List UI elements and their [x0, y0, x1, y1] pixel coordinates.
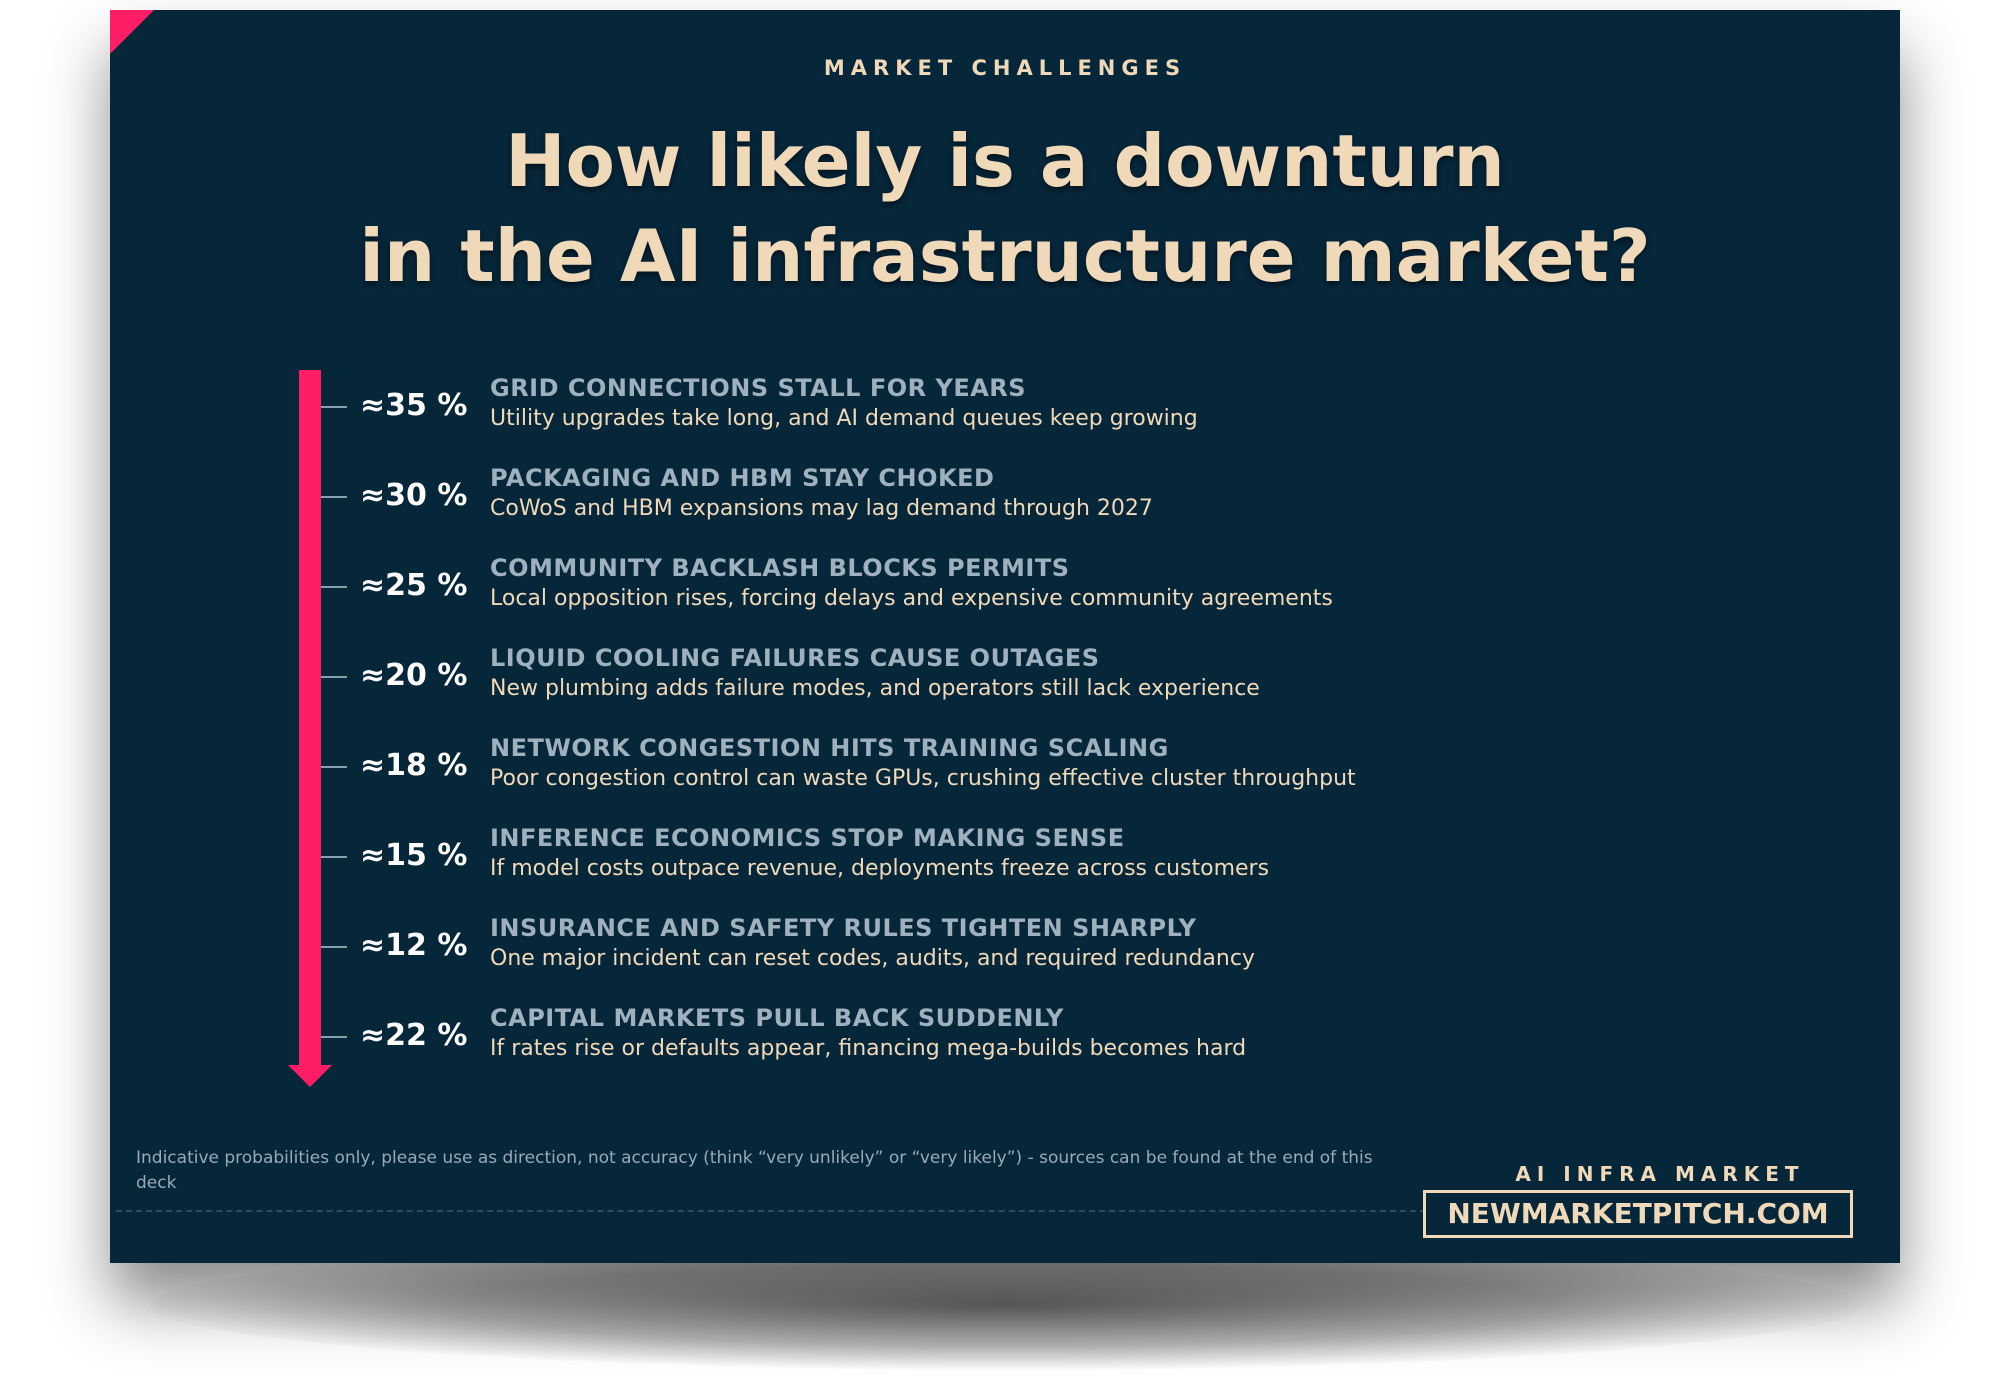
- risk-item: ≈25 % COMMUNITY BACKLASH BLOCKS PERMITS …: [110, 554, 1900, 640]
- risk-title: PACKAGING AND HBM STAY CHOKED: [490, 464, 995, 492]
- risk-title: NETWORK CONGESTION HITS TRAINING SCALING: [490, 734, 1169, 762]
- slide: MARKET CHALLENGES How likely is a downtu…: [110, 10, 1900, 1263]
- eyebrow-label: MARKET CHALLENGES: [823, 56, 1187, 80]
- arrow-down-icon: [288, 1065, 332, 1087]
- footer-divider: [116, 1210, 1426, 1212]
- risk-description: CoWoS and HBM expansions may lag demand …: [490, 496, 1153, 521]
- risk-probability: ≈35 %: [360, 388, 468, 423]
- risk-description: New plumbing adds failure modes, and ope…: [490, 676, 1260, 701]
- risk-title: INSURANCE AND SAFETY RULES TIGHTEN SHARP…: [490, 914, 1197, 942]
- risk-description: If model costs outpace revenue, deployme…: [490, 856, 1270, 881]
- risk-title: GRID CONNECTIONS STALL FOR YEARS: [490, 374, 1027, 402]
- risk-description: If rates rise or defaults appear, financ…: [490, 1036, 1247, 1061]
- risk-title: LIQUID COOLING FAILURES CAUSE OUTAGES: [490, 644, 1100, 672]
- risk-title: INFERENCE ECONOMICS STOP MAKING SENSE: [490, 824, 1125, 852]
- risk-item: ≈30 % PACKAGING AND HBM STAY CHOKED CoWo…: [110, 464, 1900, 550]
- risk-title: CAPITAL MARKETS PULL BACK SUDDENLY: [490, 1004, 1064, 1032]
- risk-item: ≈18 % NETWORK CONGESTION HITS TRAINING S…: [110, 734, 1900, 820]
- risk-probability: ≈18 %: [360, 748, 468, 783]
- tick-mark: [321, 946, 347, 948]
- risk-probability: ≈15 %: [360, 838, 468, 873]
- risk-probability: ≈22 %: [360, 1018, 468, 1053]
- title-line-2: in the AI infrastructure market?: [359, 214, 1651, 298]
- risk-description: One major incident can reset codes, audi…: [490, 946, 1255, 971]
- tick-mark: [321, 406, 347, 408]
- risk-title: COMMUNITY BACKLASH BLOCKS PERMITS: [490, 554, 1070, 582]
- tick-mark: [321, 586, 347, 588]
- risk-item: ≈35 % GRID CONNECTIONS STALL FOR YEARS U…: [110, 374, 1900, 460]
- tick-mark: [321, 766, 347, 768]
- slide-title: How likely is a downturn in the AI infra…: [110, 114, 1900, 304]
- risk-probability: ≈20 %: [360, 658, 468, 693]
- risk-item: ≈20 % LIQUID COOLING FAILURES CAUSE OUTA…: [110, 644, 1900, 730]
- down-arrow-shaft: [299, 370, 321, 1068]
- risk-description: Utility upgrades take long, and AI deman…: [490, 406, 1198, 431]
- tick-mark: [321, 1036, 347, 1038]
- tick-mark: [321, 856, 347, 858]
- risk-description: Poor congestion control can waste GPUs, …: [490, 766, 1356, 791]
- tick-mark: [321, 676, 347, 678]
- risk-item: ≈22 % CAPITAL MARKETS PULL BACK SUDDENLY…: [110, 1004, 1900, 1090]
- risk-probability: ≈30 %: [360, 478, 468, 513]
- risk-item: ≈12 % INSURANCE AND SAFETY RULES TIGHTEN…: [110, 914, 1900, 1000]
- risk-probability: ≈25 %: [360, 568, 468, 603]
- brand-url-link[interactable]: NEWMARKETPITCH.COM: [1423, 1190, 1853, 1238]
- risk-item: ≈15 % INFERENCE ECONOMICS STOP MAKING SE…: [110, 824, 1900, 910]
- title-line-1: How likely is a downturn: [505, 119, 1505, 203]
- disclaimer-note: Indicative probabilities only, please us…: [136, 1148, 1373, 1193]
- brand-label: AI INFRA MARKET: [1515, 1162, 1805, 1186]
- tick-mark: [321, 496, 347, 498]
- risk-description: Local opposition rises, forcing delays a…: [490, 586, 1333, 611]
- risk-probability: ≈12 %: [360, 928, 468, 963]
- corner-accent: [110, 10, 154, 54]
